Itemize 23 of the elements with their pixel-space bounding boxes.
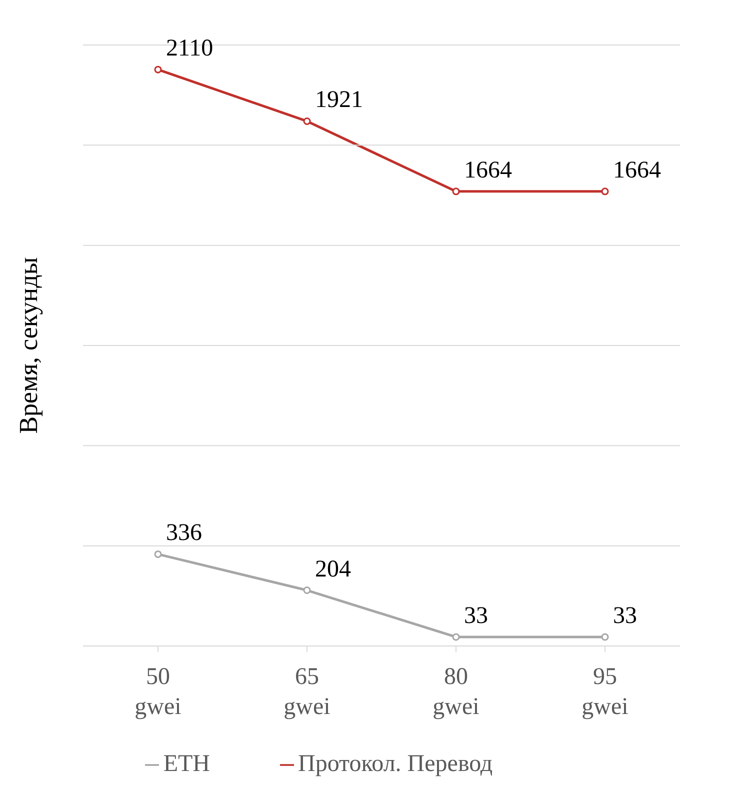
point (601, 188, 609, 196)
data-label: 1921 (315, 87, 363, 114)
data-label: 2110 (166, 36, 214, 62)
point (303, 586, 311, 594)
data-label: 33 (613, 602, 637, 629)
data-label: 1664 (464, 157, 512, 184)
x-tick-label: 50 gwei (134, 664, 182, 720)
point (452, 188, 460, 196)
data-label: 33 (464, 602, 488, 629)
x-tick-label: 65 gwei (284, 664, 331, 720)
y-axis-title: Время, секунды (14, 257, 44, 434)
x-tick-label: 95 gwei (582, 664, 629, 720)
point (452, 633, 460, 641)
point (601, 633, 609, 641)
point (154, 66, 162, 74)
data-label: 1664 (613, 157, 661, 184)
x-tick-label: 80 gwei (432, 664, 480, 720)
legend-label: ETH (163, 751, 210, 777)
legend-label: Протокол. Перевод (298, 751, 493, 777)
point (154, 550, 162, 558)
data-label: 336 (166, 520, 202, 546)
data-label: 204 (315, 556, 351, 582)
point (303, 117, 311, 125)
